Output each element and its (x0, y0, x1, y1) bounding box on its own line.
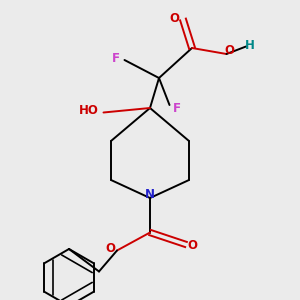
Text: O: O (224, 44, 234, 58)
Text: O: O (105, 242, 116, 256)
Text: O: O (188, 238, 198, 252)
Text: O: O (169, 11, 179, 25)
Text: F: F (112, 52, 120, 65)
Text: F: F (173, 101, 181, 115)
Text: N: N (145, 188, 155, 201)
Text: HO: HO (79, 104, 99, 118)
Text: H: H (245, 39, 254, 52)
